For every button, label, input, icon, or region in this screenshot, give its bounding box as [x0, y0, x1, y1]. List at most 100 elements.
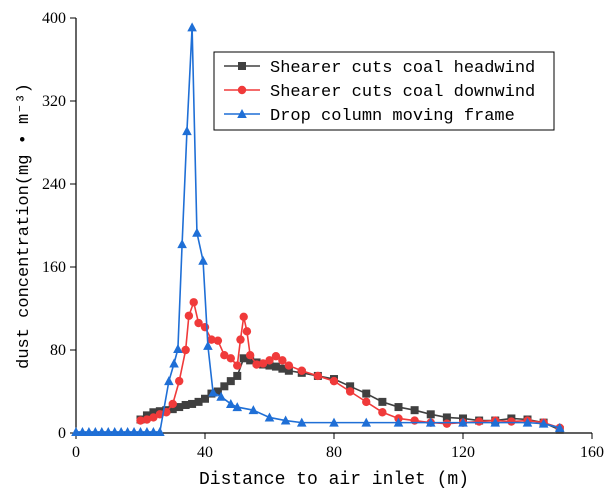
- marker: [207, 335, 216, 344]
- marker: [410, 416, 419, 425]
- marker: [155, 426, 165, 436]
- marker: [474, 417, 484, 426]
- marker: [239, 354, 248, 363]
- marker: [442, 419, 452, 428]
- marker: [142, 415, 152, 424]
- marker: [345, 387, 355, 396]
- marker: [394, 403, 403, 412]
- marker: [378, 397, 387, 406]
- y-axis-label: dust concentration(mg • m⁻³): [15, 83, 34, 369]
- marker: [142, 426, 152, 436]
- marker: [426, 410, 435, 419]
- marker: [237, 109, 247, 118]
- marker: [194, 318, 203, 328]
- marker: [220, 382, 229, 391]
- marker: [177, 239, 187, 249]
- marker: [264, 412, 275, 422]
- x-tick-label: 80: [326, 444, 342, 461]
- legend-label: Shearer cuts coal downwind: [270, 83, 535, 102]
- marker: [164, 376, 174, 386]
- marker: [507, 417, 516, 426]
- marker: [135, 426, 146, 436]
- x-axis-label: Distance to air inlet (m): [199, 470, 469, 490]
- legend-label: Drop column moving frame: [270, 107, 515, 126]
- marker: [226, 354, 235, 363]
- marker: [168, 405, 177, 414]
- marker: [490, 417, 501, 427]
- marker: [242, 327, 252, 336]
- marker: [245, 350, 255, 360]
- marker: [232, 402, 243, 412]
- legend-box: [213, 51, 555, 131]
- marker: [173, 343, 183, 353]
- marker: [329, 417, 339, 427]
- marker: [122, 426, 133, 436]
- marker: [97, 426, 107, 436]
- y-tick-label: 320: [42, 93, 66, 110]
- marker: [181, 345, 190, 355]
- marker: [77, 426, 88, 436]
- marker: [175, 376, 184, 386]
- marker: [554, 422, 565, 432]
- marker: [238, 62, 246, 70]
- marker: [236, 335, 245, 344]
- marker: [271, 362, 280, 371]
- marker: [522, 417, 533, 427]
- marker: [362, 397, 371, 407]
- x-tick-label: 160: [580, 444, 604, 461]
- marker: [149, 408, 158, 417]
- marker: [188, 399, 197, 408]
- marker: [181, 400, 190, 409]
- marker: [538, 418, 549, 428]
- marker: [175, 403, 184, 412]
- marker: [237, 85, 247, 95]
- x-tick-label: 40: [197, 444, 213, 461]
- marker: [187, 22, 197, 32]
- marker: [200, 322, 210, 332]
- marker: [226, 377, 235, 386]
- marker: [213, 387, 222, 396]
- marker: [378, 408, 387, 417]
- marker: [280, 415, 291, 425]
- marker: [213, 336, 223, 345]
- marker: [271, 352, 281, 361]
- x-tick-label: 120: [451, 444, 475, 461]
- marker: [393, 417, 404, 427]
- marker: [203, 340, 213, 350]
- marker: [109, 426, 120, 436]
- y-tick-label: 240: [42, 176, 66, 193]
- legend-label: Shearer cuts coal headwind: [270, 59, 535, 78]
- x-tick-label: 0: [72, 444, 80, 461]
- marker: [201, 394, 209, 403]
- marker: [458, 417, 468, 427]
- marker: [239, 312, 248, 321]
- marker: [442, 413, 451, 422]
- series-line: [140, 299, 560, 429]
- marker: [252, 360, 261, 369]
- marker: [361, 417, 372, 427]
- marker: [116, 426, 126, 436]
- marker: [278, 356, 287, 365]
- marker: [346, 382, 355, 391]
- marker: [329, 376, 339, 386]
- y-tick-label: 0: [58, 425, 66, 442]
- marker: [71, 426, 81, 436]
- marker: [248, 405, 259, 415]
- marker: [425, 417, 436, 427]
- marker: [233, 361, 242, 370]
- marker: [192, 227, 202, 237]
- marker: [297, 366, 306, 375]
- marker: [208, 387, 218, 397]
- marker: [233, 371, 242, 380]
- series-line: [76, 27, 560, 433]
- marker: [362, 389, 371, 398]
- marker: [265, 356, 274, 365]
- marker: [246, 356, 255, 365]
- marker: [168, 399, 177, 409]
- marker: [284, 366, 293, 375]
- marker: [184, 311, 194, 320]
- marker: [410, 406, 419, 415]
- marker: [182, 126, 192, 136]
- marker: [169, 358, 179, 368]
- y-tick-label: 160: [42, 259, 66, 276]
